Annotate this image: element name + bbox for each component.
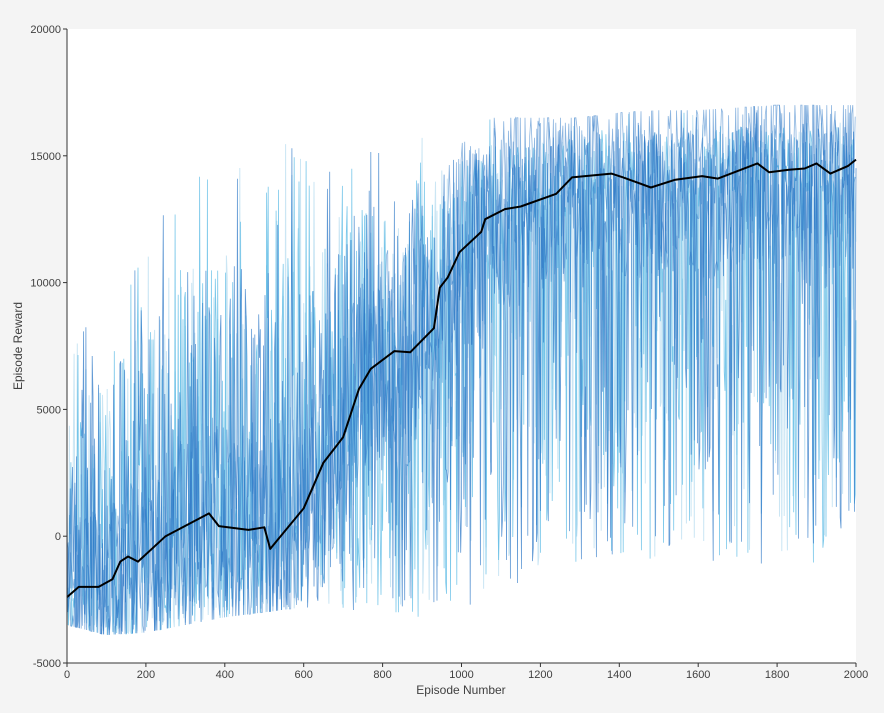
y-tick-label: -5000 xyxy=(33,658,61,670)
x-tick-label: 1800 xyxy=(765,669,789,681)
x-tick-label: 1000 xyxy=(449,669,473,681)
y-tick-label: 10000 xyxy=(30,278,61,290)
x-axis-label: Episode Number xyxy=(416,683,505,697)
x-tick-label: 800 xyxy=(373,669,391,681)
episode-reward-core-line xyxy=(66,104,856,635)
episode-reward-core-line xyxy=(66,104,856,635)
x-tick-label: 1400 xyxy=(607,669,631,681)
x-tick-label: 1600 xyxy=(686,669,710,681)
x-tick-label: 200 xyxy=(137,669,155,681)
episode-reward-series xyxy=(66,104,857,636)
x-tick-label: 400 xyxy=(216,669,234,681)
y-tick-label: 0 xyxy=(55,531,61,543)
x-tick-label: 0 xyxy=(64,669,70,681)
y-tick-label: 20000 xyxy=(30,24,61,36)
x-tick-label: 1200 xyxy=(528,669,552,681)
x-tick-label: 2000 xyxy=(844,669,868,681)
average-reward-series xyxy=(66,158,857,598)
y-tick-label: 5000 xyxy=(37,404,61,416)
average-reward-line xyxy=(66,158,857,598)
x-tick-label: 600 xyxy=(295,669,313,681)
y-axis-label: Episode Reward xyxy=(11,302,25,390)
y-tick-label: 15000 xyxy=(30,151,61,163)
